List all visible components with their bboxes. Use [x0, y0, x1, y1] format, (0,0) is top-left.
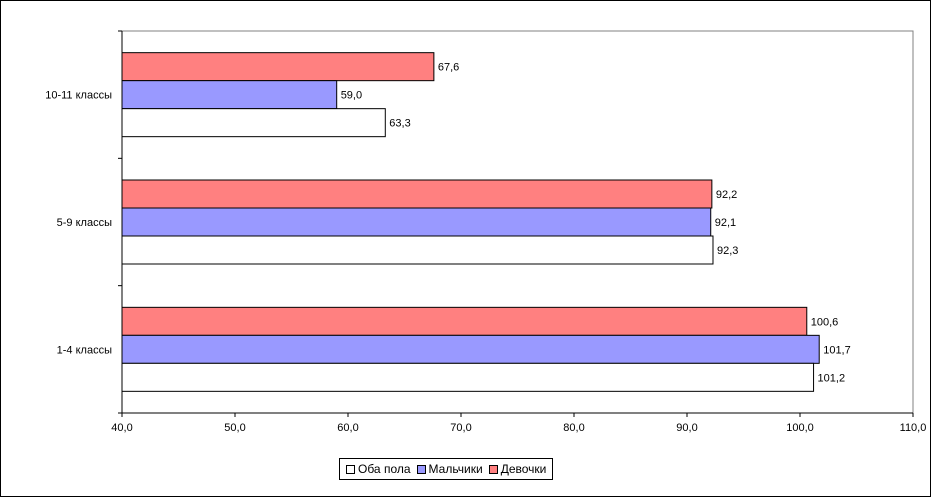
legend-swatch-girls [488, 464, 498, 474]
category-label: 1-4 классы [57, 344, 112, 356]
bar [121, 334, 820, 364]
data-label: 92,3 [717, 245, 738, 257]
legend-item-boys: Мальчики [416, 462, 483, 476]
data-label: 59,0 [341, 90, 362, 102]
bar [121, 362, 815, 392]
x-tick-label: 50,0 [224, 422, 245, 434]
x-tick-label: 80,0 [563, 422, 584, 434]
bar [121, 179, 713, 209]
x-tick-label: 90,0 [676, 422, 697, 434]
bar [121, 207, 712, 237]
legend: Оба пола Мальчики Девочки [339, 458, 554, 480]
data-label: 67,6 [438, 62, 459, 74]
x-tick-label: 60,0 [337, 422, 358, 434]
bar [121, 235, 714, 265]
legend-item-girls: Девочки [488, 462, 547, 476]
data-label: 100,6 [811, 316, 839, 328]
x-tick-label: 110,0 [900, 422, 927, 434]
data-label: 101,2 [818, 372, 846, 384]
legend-label-girls: Девочки [500, 462, 547, 476]
data-label: 92,1 [715, 217, 736, 229]
bar [121, 80, 338, 110]
category-label: 10-11 классы [45, 90, 112, 102]
data-label: 92,2 [716, 189, 737, 201]
legend-swatch-boys [416, 464, 426, 474]
bar [121, 52, 435, 82]
legend-label-both: Оба пола [358, 462, 411, 476]
bar [121, 108, 386, 138]
x-tick-label: 40,0 [111, 422, 132, 434]
data-label: 63,3 [389, 118, 410, 130]
category-label: 5-9 классы [57, 217, 112, 229]
legend-item-both: Оба пола [346, 462, 411, 476]
legend-swatch-both [346, 464, 355, 474]
x-tick-label: 70,0 [450, 422, 471, 434]
data-label: 101,7 [823, 344, 851, 356]
legend-label-boys: Мальчики [428, 462, 483, 476]
bar [121, 306, 808, 336]
x-tick-label: 100,0 [786, 422, 814, 434]
